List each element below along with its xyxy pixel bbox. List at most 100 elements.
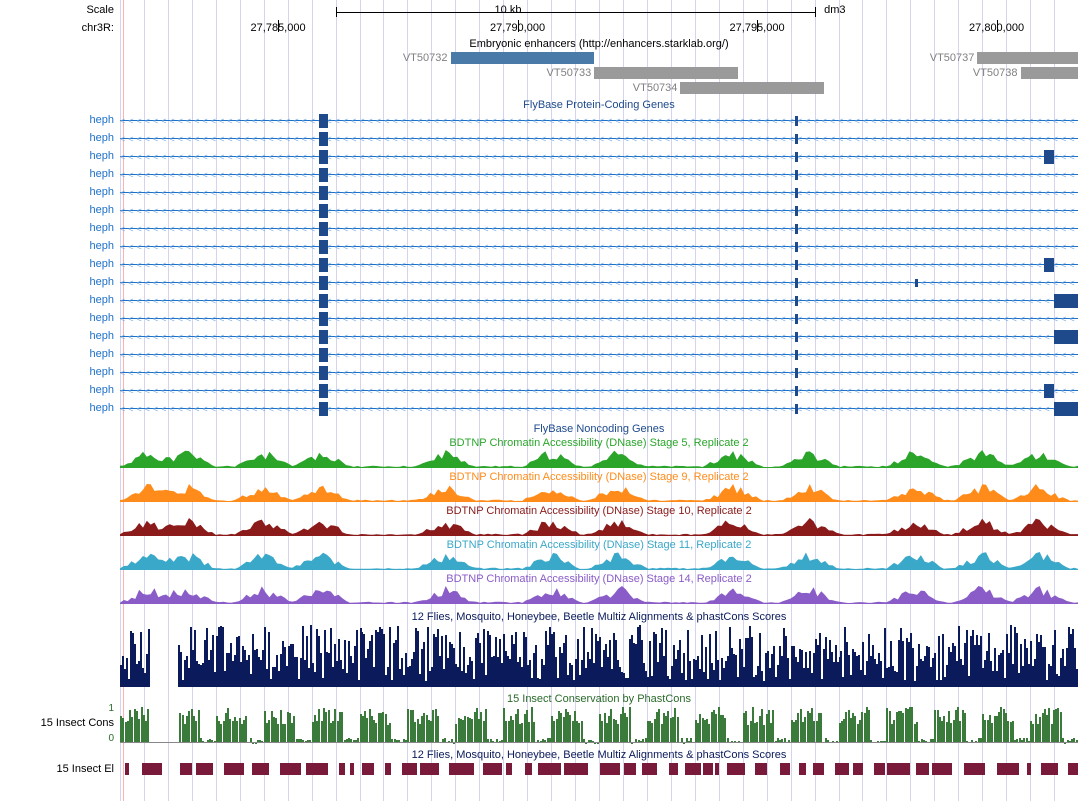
conserved-element[interactable] xyxy=(624,763,636,775)
conserved-element[interactable] xyxy=(813,763,823,775)
gene-label[interactable]: heph xyxy=(90,186,114,198)
conserved-element[interactable] xyxy=(835,763,849,775)
gene-exon xyxy=(795,170,798,180)
gene-label[interactable]: heph xyxy=(90,132,114,144)
conserved-element[interactable] xyxy=(853,763,863,775)
gene-exon xyxy=(319,222,328,236)
gene-label[interactable]: heph xyxy=(90,366,114,378)
multiz-row[interactable] xyxy=(120,625,1078,687)
dnase-row[interactable] xyxy=(120,586,1078,604)
conserved-element[interactable] xyxy=(755,763,767,775)
conserved-element[interactable] xyxy=(780,763,791,775)
conserved-element[interactable] xyxy=(525,763,531,775)
conserved-element[interactable] xyxy=(997,763,1019,775)
dnase-baseline xyxy=(120,603,1078,604)
conserved-element[interactable] xyxy=(932,763,952,775)
gene-row[interactable]: <<<<<<<<<<<<<<<<<<<<<<<<<<<<<<<<<<<<<<<<… xyxy=(120,401,1078,417)
conserved-element[interactable] xyxy=(196,763,212,775)
dnase-row[interactable] xyxy=(120,518,1078,536)
conserved-element[interactable] xyxy=(669,763,679,775)
gene-row[interactable]: <<<<<<<<<<<<<<<<<<<<<<<<<<<<<<<<<<<<<<<<… xyxy=(120,257,1078,273)
conserved-element[interactable] xyxy=(1027,763,1031,775)
conserved-element[interactable] xyxy=(306,763,328,775)
conserved-element[interactable] xyxy=(538,763,561,775)
gene-label[interactable]: heph xyxy=(90,222,114,234)
conserved-element[interactable] xyxy=(564,763,588,775)
gene-label[interactable]: heph xyxy=(90,402,114,414)
conserved-element[interactable] xyxy=(964,763,985,775)
gene-label[interactable]: heph xyxy=(90,276,114,288)
gene-row[interactable]: <<<<<<<<<<<<<<<<<<<<<<<<<<<<<<<<<<<<<<<<… xyxy=(120,149,1078,165)
conserved-element[interactable] xyxy=(1041,763,1058,775)
gene-row[interactable]: <<<<<<<<<<<<<<<<<<<<<<<<<<<<<<<<<<<<<<<<… xyxy=(120,293,1078,309)
conserved-element[interactable] xyxy=(685,763,701,775)
enhancer-bar[interactable] xyxy=(680,82,824,94)
conserved-element[interactable] xyxy=(916,763,929,775)
gene-row[interactable]: <<<<<<<<<<<<<<<<<<<<<<<<<<<<<<<<<<<<<<<<… xyxy=(120,275,1078,291)
gene-row[interactable]: <<<<<<<<<<<<<<<<<<<<<<<<<<<<<<<<<<<<<<<<… xyxy=(120,311,1078,327)
conserved-element[interactable] xyxy=(506,763,512,775)
gene-row[interactable]: <<<<<<<<<<<<<<<<<<<<<<<<<<<<<<<<<<<<<<<<… xyxy=(120,383,1078,399)
gene-label[interactable]: heph xyxy=(90,114,114,126)
gene-label[interactable]: heph xyxy=(90,204,114,216)
conserved-element[interactable] xyxy=(362,763,374,775)
gene-label[interactable]: heph xyxy=(90,330,114,342)
conserved-element[interactable] xyxy=(402,763,417,775)
conserved-element[interactable] xyxy=(180,763,192,775)
elements-row[interactable] xyxy=(120,763,1078,777)
dnase-title: BDTNP Chromatin Accessibility (DNase) St… xyxy=(120,437,1078,449)
gene-row[interactable]: <<<<<<<<<<<<<<<<<<<<<<<<<<<<<<<<<<<<<<<<… xyxy=(120,329,1078,345)
elements-left-label: 15 Insect El xyxy=(57,763,114,775)
chrom-label: chr3R: xyxy=(82,22,114,34)
gene-row[interactable]: <<<<<<<<<<<<<<<<<<<<<<<<<<<<<<<<<<<<<<<<… xyxy=(120,203,1078,219)
conserved-element[interactable] xyxy=(600,763,620,775)
conserved-element[interactable] xyxy=(715,763,719,775)
gene-row[interactable]: <<<<<<<<<<<<<<<<<<<<<<<<<<<<<<<<<<<<<<<<… xyxy=(120,185,1078,201)
conserved-element[interactable] xyxy=(727,763,746,775)
conserved-element[interactable] xyxy=(703,763,712,775)
enhancer-bar[interactable] xyxy=(594,67,738,79)
gene-label[interactable]: heph xyxy=(90,294,114,306)
gene-row[interactable]: <<<<<<<<<<<<<<<<<<<<<<<<<<<<<<<<<<<<<<<<… xyxy=(120,239,1078,255)
gene-row[interactable]: <<<<<<<<<<<<<<<<<<<<<<<<<<<<<<<<<<<<<<<<… xyxy=(120,221,1078,237)
conserved-element[interactable] xyxy=(449,763,474,775)
gene-row[interactable]: <<<<<<<<<<<<<<<<<<<<<<<<<<<<<<<<<<<<<<<<… xyxy=(120,113,1078,129)
gene-label[interactable]: heph xyxy=(90,240,114,252)
dnase-row[interactable] xyxy=(120,484,1078,502)
conserved-element[interactable] xyxy=(385,763,391,775)
conserved-element[interactable] xyxy=(339,763,345,775)
enhancer-bar[interactable] xyxy=(1021,67,1078,79)
conserved-element[interactable] xyxy=(125,763,130,775)
conserved-element[interactable] xyxy=(887,763,909,775)
phastcons-row[interactable] xyxy=(120,707,1078,743)
conserved-element[interactable] xyxy=(642,763,657,775)
conserved-element[interactable] xyxy=(420,763,438,775)
gene-exon xyxy=(795,242,798,252)
conserved-element[interactable] xyxy=(280,763,301,775)
gene-row[interactable]: <<<<<<<<<<<<<<<<<<<<<<<<<<<<<<<<<<<<<<<<… xyxy=(120,167,1078,183)
conserved-element[interactable] xyxy=(799,763,807,775)
gene-row[interactable]: <<<<<<<<<<<<<<<<<<<<<<<<<<<<<<<<<<<<<<<<… xyxy=(120,365,1078,381)
gene-label[interactable]: heph xyxy=(90,258,114,270)
conserved-element[interactable] xyxy=(142,763,162,775)
enhancer-bar[interactable] xyxy=(977,52,1078,64)
gene-label[interactable]: heph xyxy=(90,348,114,360)
dnase-row[interactable] xyxy=(120,552,1078,570)
enhancer-bar[interactable] xyxy=(451,52,595,64)
gene-row[interactable]: <<<<<<<<<<<<<<<<<<<<<<<<<<<<<<<<<<<<<<<<… xyxy=(120,131,1078,147)
gene-arrows: <<<<<<<<<<<<<<<<<<<<<<<<<<<<<<<<<<<<<<<<… xyxy=(120,404,1078,414)
conserved-element[interactable] xyxy=(252,763,269,775)
conserved-element[interactable] xyxy=(1068,763,1078,775)
dnase-row[interactable] xyxy=(120,450,1078,468)
gene-label[interactable]: heph xyxy=(90,168,114,180)
scale-tick xyxy=(815,7,816,17)
conserved-element[interactable] xyxy=(483,763,502,775)
gene-label[interactable]: heph xyxy=(90,384,114,396)
gene-label[interactable]: heph xyxy=(90,312,114,324)
conserved-element[interactable] xyxy=(350,763,354,775)
conserved-element[interactable] xyxy=(224,763,244,775)
phastcons-bar xyxy=(677,717,679,743)
gene-row[interactable]: <<<<<<<<<<<<<<<<<<<<<<<<<<<<<<<<<<<<<<<<… xyxy=(120,347,1078,363)
conserved-element[interactable] xyxy=(874,763,885,775)
gene-label[interactable]: heph xyxy=(90,150,114,162)
